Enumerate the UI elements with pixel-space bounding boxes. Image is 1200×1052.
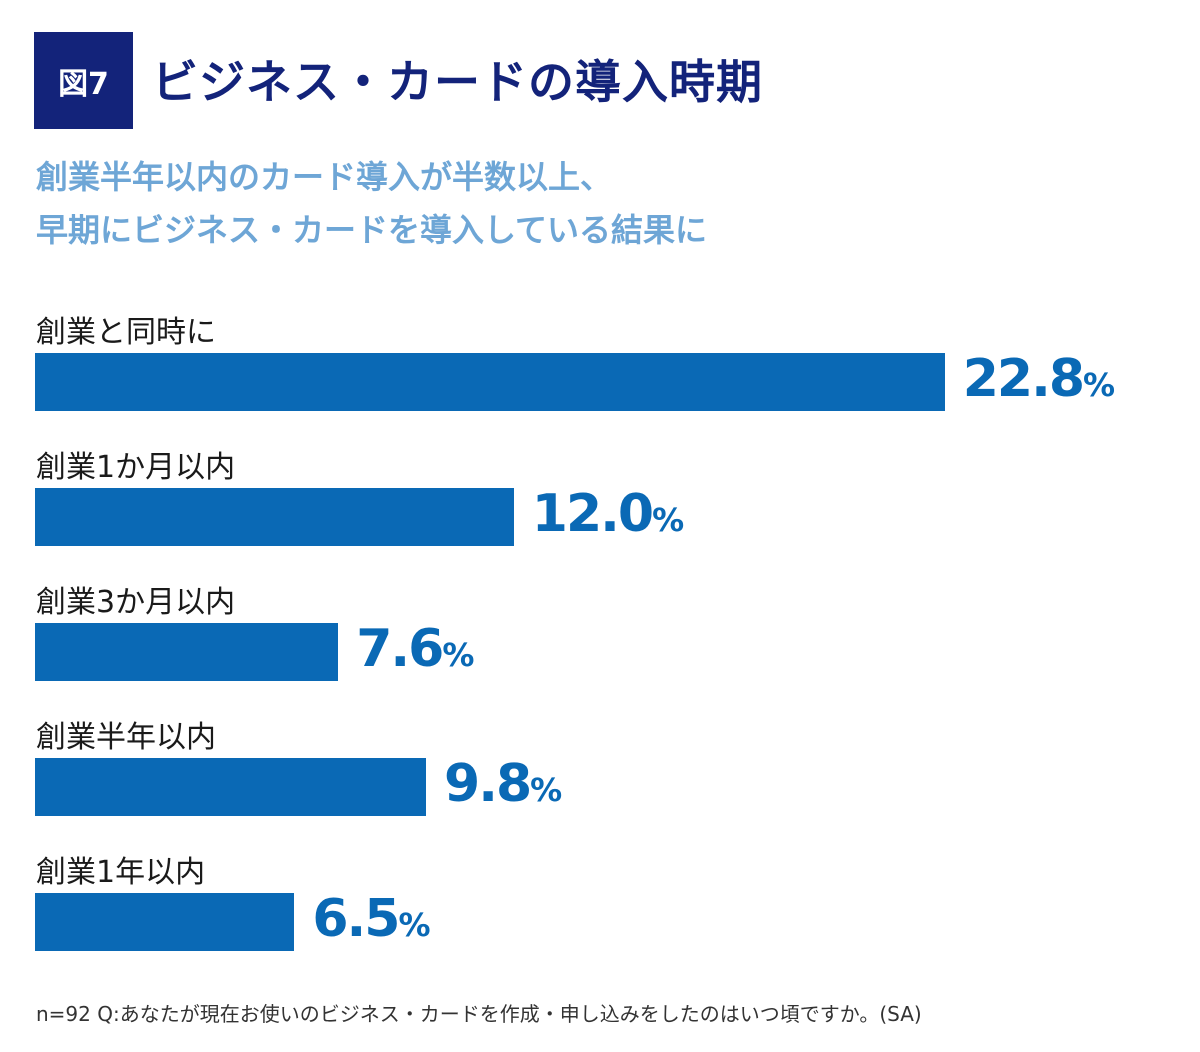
- chart-subtitle-line-2: 早期にビジネス・カードを導入している結果に: [36, 211, 708, 249]
- percent-unit: %: [652, 501, 685, 539]
- category-label: 創業1か月以内: [36, 450, 236, 485]
- value-label: 12.0%: [532, 484, 684, 544]
- bar: [35, 353, 945, 411]
- chart-subtitle-line-1: 創業半年以内のカード導入が半数以上、: [36, 158, 613, 196]
- value-number: 9.8: [444, 754, 532, 814]
- bar: [35, 623, 339, 681]
- value-number: 7.6: [356, 619, 444, 679]
- value-number: 12.0: [531, 484, 654, 544]
- percent-unit: %: [398, 906, 431, 944]
- value-number: 22.8: [962, 349, 1085, 409]
- bar: [35, 758, 427, 816]
- category-label: 創業と同時に: [36, 315, 216, 350]
- figure-badge: 図7: [34, 32, 133, 129]
- chart-title: ビジネス・カードの導入時期: [152, 55, 763, 109]
- percent-unit: %: [530, 771, 563, 809]
- category-label: 創業半年以内: [36, 720, 216, 755]
- category-label: 創業3か月以内: [36, 585, 236, 620]
- footnote: n=92 Q:あなたが現在お使いのビジネス・カードを作成・申し込みをしたのはいつ…: [36, 1002, 922, 1026]
- value-label: 6.5%: [312, 889, 430, 949]
- percent-unit: %: [1083, 366, 1116, 404]
- value-label: 7.6%: [356, 619, 474, 679]
- category-label: 創業1年以内: [36, 855, 206, 890]
- percent-unit: %: [442, 636, 475, 674]
- bar: [35, 893, 295, 951]
- value-number: 6.5: [312, 889, 400, 949]
- value-label: 9.8%: [444, 754, 562, 814]
- bar: [35, 488, 514, 546]
- value-label: 22.8%: [963, 349, 1115, 409]
